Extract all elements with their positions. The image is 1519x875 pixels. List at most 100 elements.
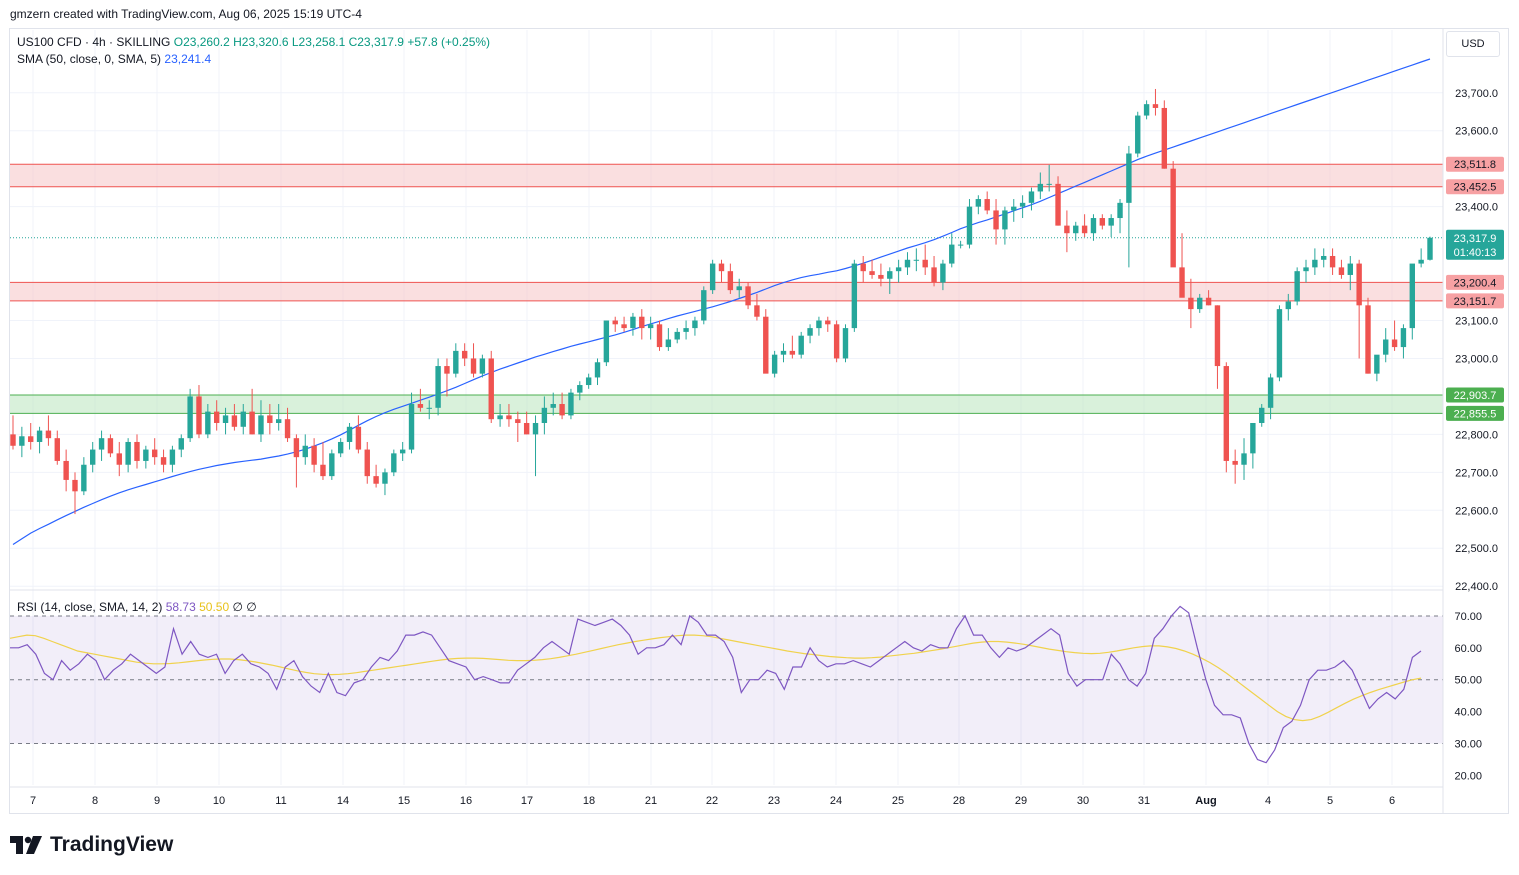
price-change: +57.8 (+0.25%) bbox=[407, 35, 491, 49]
candle-body bbox=[736, 286, 742, 291]
price-tick-label: 22,600.0 bbox=[1455, 505, 1498, 517]
rsi-tick-label: 20.00 bbox=[1454, 770, 1482, 782]
candle-body bbox=[461, 350, 468, 359]
candle-body bbox=[1179, 267, 1185, 298]
candle-body bbox=[205, 411, 211, 435]
time-tick-label: 23 bbox=[768, 795, 780, 807]
candle-body bbox=[993, 210, 999, 230]
candle-body bbox=[1037, 183, 1044, 192]
candle-body bbox=[523, 422, 530, 435]
rsi-tick-label: 40.00 bbox=[1454, 707, 1482, 719]
candle-body bbox=[665, 339, 672, 348]
candle-body bbox=[851, 263, 858, 329]
candle-body bbox=[1250, 422, 1256, 454]
time-tick-label: 22 bbox=[706, 795, 718, 807]
candle-body bbox=[98, 438, 105, 450]
candle-body bbox=[187, 396, 193, 439]
time-tick-label: 17 bbox=[521, 795, 533, 807]
candle-body bbox=[816, 320, 822, 329]
candle-body bbox=[284, 419, 291, 439]
sma-label[interactable]: SMA (50, close, 0, SMA, 5) bbox=[17, 52, 162, 66]
candle-body bbox=[541, 407, 548, 423]
candle-body bbox=[1338, 267, 1345, 275]
time-tick-label: 14 bbox=[337, 795, 349, 807]
candle-body bbox=[1223, 366, 1230, 461]
price-tick-label: 23,700.0 bbox=[1455, 88, 1498, 100]
candle-body bbox=[1099, 218, 1106, 226]
candle-body bbox=[417, 404, 424, 408]
candle-body bbox=[240, 411, 246, 427]
candle-body bbox=[1303, 267, 1309, 272]
candle-body bbox=[1143, 104, 1150, 116]
candle-body bbox=[727, 271, 734, 291]
ohlc-close: C23,317.9 bbox=[348, 35, 404, 49]
tradingview-logo-icon bbox=[10, 836, 42, 854]
time-tick-label: 29 bbox=[1015, 795, 1027, 807]
candle-body bbox=[1383, 339, 1389, 355]
candle-body bbox=[1409, 263, 1415, 329]
candle-body bbox=[506, 415, 512, 420]
price-tick-label: 22,500.0 bbox=[1455, 543, 1498, 555]
rsi-extra-1: ∅ bbox=[232, 600, 243, 614]
time-tick-label: 7 bbox=[30, 795, 36, 807]
candle-body bbox=[1002, 210, 1008, 230]
candle-body bbox=[842, 328, 849, 359]
price-tick-label: 22,800.0 bbox=[1455, 429, 1498, 441]
candle-body bbox=[860, 263, 866, 272]
candle-body bbox=[966, 206, 973, 245]
tradingview-brand[interactable]: TradingView bbox=[10, 833, 173, 857]
candle-body bbox=[497, 415, 503, 420]
candle-body bbox=[825, 320, 831, 325]
candle-body bbox=[639, 316, 645, 329]
candle-body bbox=[940, 263, 946, 283]
candle-body bbox=[674, 331, 680, 340]
candle-body bbox=[1294, 271, 1300, 302]
candle-body bbox=[81, 464, 87, 492]
rsi-extra-2: ∅ bbox=[246, 600, 257, 614]
candle-body bbox=[1267, 377, 1274, 408]
rsi-sma-line bbox=[9, 634, 1422, 722]
price-tick-label: 23,600.0 bbox=[1455, 126, 1498, 138]
candle-body bbox=[745, 286, 751, 306]
candle-body bbox=[577, 385, 583, 393]
candle-body bbox=[72, 479, 78, 492]
candle-body bbox=[798, 335, 804, 355]
candle-body bbox=[267, 415, 273, 423]
candle-body bbox=[709, 263, 716, 291]
candle-body bbox=[1276, 309, 1283, 378]
candle-body bbox=[258, 415, 264, 435]
candle-body bbox=[311, 445, 317, 465]
candle-body bbox=[1073, 225, 1079, 234]
candle-body bbox=[275, 419, 282, 423]
resistance-zone bbox=[10, 164, 1443, 187]
support-bottom-price-label: 22,855.5 bbox=[1454, 408, 1497, 420]
countdown-label: 01:40:13 bbox=[1454, 247, 1497, 259]
candle-body bbox=[754, 305, 760, 317]
price-tick-label: 22,700.0 bbox=[1455, 467, 1498, 479]
candle-body bbox=[28, 436, 34, 442]
rsi-tick-label: 30.00 bbox=[1454, 739, 1482, 751]
candle-body bbox=[470, 358, 477, 374]
candle-body bbox=[1108, 218, 1114, 226]
candle-body bbox=[134, 441, 140, 461]
candle-body bbox=[426, 407, 432, 409]
ohlc-low: L23,258.1 bbox=[291, 35, 346, 49]
time-tick-label: 16 bbox=[460, 795, 472, 807]
rsi-label[interactable]: RSI (14, close, SMA, 14, 2) bbox=[17, 600, 163, 614]
candle-body bbox=[19, 436, 25, 446]
support-top-price-label-bg bbox=[1446, 387, 1504, 403]
candle-body bbox=[1391, 339, 1398, 348]
chart-credit: gmzern created with TradingView.com, Aug… bbox=[10, 7, 362, 21]
currency-button[interactable]: USD bbox=[1446, 31, 1500, 57]
candle-body bbox=[1241, 453, 1247, 465]
candle-body bbox=[763, 316, 769, 374]
candle-body bbox=[364, 449, 370, 477]
candle-body bbox=[302, 445, 308, 458]
candle-body bbox=[399, 449, 406, 454]
symbol-name[interactable]: US100 CFD · 4h · SKILLING bbox=[17, 35, 171, 49]
candle-body bbox=[603, 320, 610, 363]
time-tick-label: 25 bbox=[892, 795, 904, 807]
candle-body bbox=[160, 457, 167, 465]
candle-body bbox=[1232, 460, 1238, 465]
